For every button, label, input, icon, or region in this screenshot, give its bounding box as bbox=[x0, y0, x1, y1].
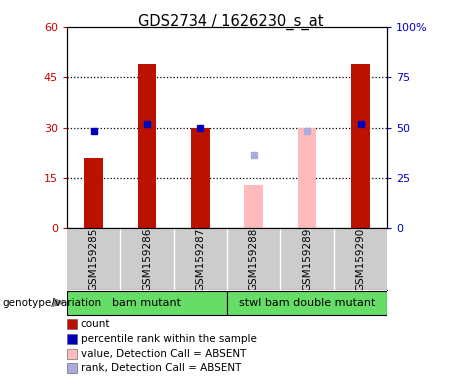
Polygon shape bbox=[53, 298, 66, 307]
Text: GSM159290: GSM159290 bbox=[355, 228, 366, 291]
Bar bbox=[84, 158, 103, 228]
Text: bam mutant: bam mutant bbox=[112, 298, 182, 308]
Text: count: count bbox=[81, 319, 110, 329]
Text: GSM159287: GSM159287 bbox=[195, 227, 205, 291]
Text: GSM159289: GSM159289 bbox=[302, 227, 312, 291]
Bar bbox=[191, 127, 210, 228]
Text: GSM159286: GSM159286 bbox=[142, 227, 152, 291]
Text: percentile rank within the sample: percentile rank within the sample bbox=[81, 334, 257, 344]
Text: GDS2734 / 1626230_s_at: GDS2734 / 1626230_s_at bbox=[138, 13, 323, 30]
Text: rank, Detection Call = ABSENT: rank, Detection Call = ABSENT bbox=[81, 363, 241, 373]
Bar bbox=[137, 64, 156, 228]
Text: value, Detection Call = ABSENT: value, Detection Call = ABSENT bbox=[81, 349, 246, 359]
Bar bbox=[67, 291, 227, 316]
Text: GSM159288: GSM159288 bbox=[249, 227, 259, 291]
Text: GSM159285: GSM159285 bbox=[89, 227, 99, 291]
Bar bbox=[298, 127, 317, 228]
Text: stwl bam double mutant: stwl bam double mutant bbox=[239, 298, 375, 308]
Bar bbox=[227, 291, 387, 316]
Bar bbox=[351, 64, 370, 228]
Bar bbox=[244, 185, 263, 228]
Text: genotype/variation: genotype/variation bbox=[2, 298, 101, 308]
